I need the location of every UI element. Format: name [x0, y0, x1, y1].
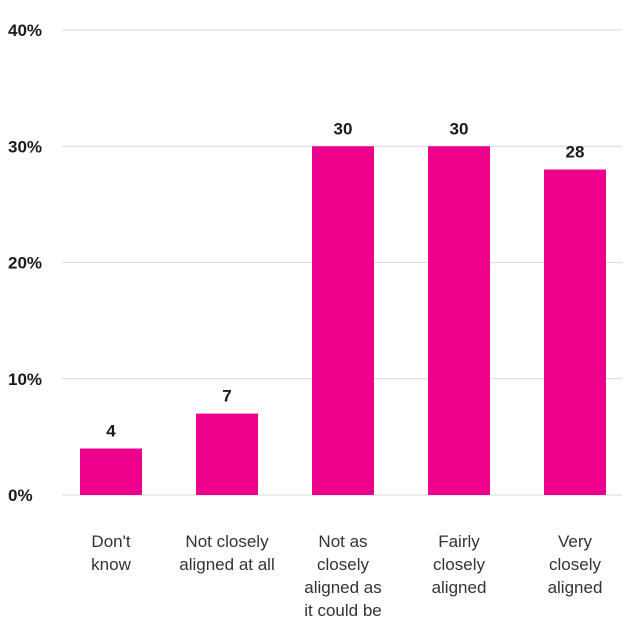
- bar-2: [196, 413, 258, 495]
- bar-3: [312, 146, 374, 495]
- y-tick-label: 40%: [8, 21, 42, 40]
- y-tick-label: 20%: [8, 254, 42, 273]
- category-label-5: aligned: [548, 578, 603, 597]
- data-label-3: 30: [334, 119, 353, 138]
- category-label-3: closely: [317, 555, 369, 574]
- category-label-2: Not closely: [185, 532, 269, 551]
- data-labels: 4 7 30 30 28: [106, 119, 584, 440]
- category-label-3: aligned as: [304, 578, 382, 597]
- data-label-4: 30: [450, 119, 469, 138]
- data-label-5: 28: [566, 143, 585, 162]
- category-label-4: aligned: [432, 578, 487, 597]
- data-label-2: 7: [222, 387, 231, 406]
- y-tick-label: 30%: [8, 137, 42, 156]
- category-label-1: Don't: [91, 532, 130, 551]
- y-tick-label: 0%: [8, 486, 33, 505]
- bar-1: [80, 448, 142, 495]
- y-axis-tick-labels: 0% 10% 20% 30% 40%: [8, 21, 42, 505]
- bar-5: [544, 169, 606, 495]
- category-label-3: it could be: [304, 601, 382, 620]
- category-label-5: closely: [549, 555, 601, 574]
- category-label-2: aligned at all: [179, 555, 274, 574]
- category-label-4: closely: [433, 555, 485, 574]
- category-label-5: Very: [558, 532, 593, 551]
- category-label-4: Fairly: [438, 532, 480, 551]
- bar-4: [428, 146, 490, 495]
- category-labels: Don't know Not closely aligned at all Not as…: [91, 532, 602, 620]
- category-label-3: Not as: [318, 532, 367, 551]
- y-tick-label: 10%: [8, 370, 42, 389]
- data-label-1: 4: [106, 422, 116, 441]
- category-label-1: know: [91, 555, 131, 574]
- bars: [80, 146, 606, 495]
